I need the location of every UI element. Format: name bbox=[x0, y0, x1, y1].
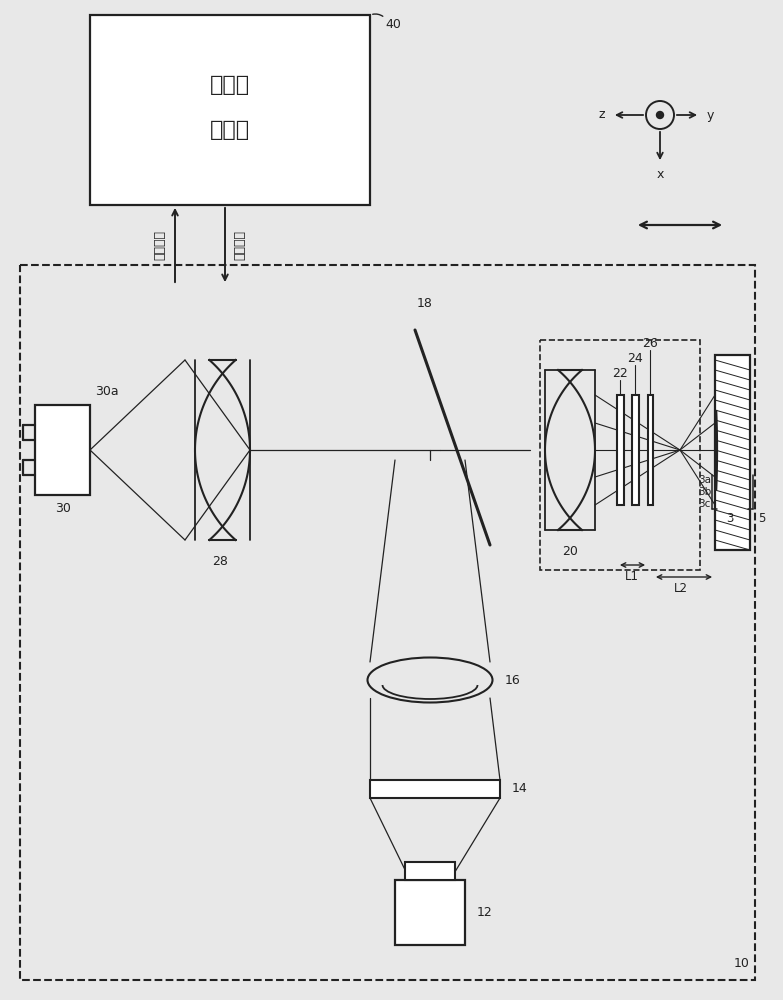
Text: 计算机: 计算机 bbox=[210, 120, 250, 140]
Text: 20: 20 bbox=[562, 545, 578, 558]
Text: 12: 12 bbox=[477, 906, 493, 918]
Bar bbox=[648, 395, 653, 505]
Text: 图像信号: 图像信号 bbox=[153, 230, 167, 260]
Bar bbox=[35, 405, 90, 495]
Text: 26: 26 bbox=[642, 337, 658, 350]
Text: L2: L2 bbox=[674, 582, 688, 595]
Text: 40: 40 bbox=[385, 18, 401, 31]
Text: 3c: 3c bbox=[698, 499, 711, 509]
Text: 3b: 3b bbox=[698, 487, 711, 497]
Text: 30: 30 bbox=[55, 502, 71, 515]
Text: 28: 28 bbox=[212, 555, 228, 568]
Text: L1: L1 bbox=[625, 570, 639, 584]
Text: 驱动信号: 驱动信号 bbox=[233, 230, 247, 260]
Bar bbox=[370, 780, 500, 798]
Bar bbox=[90, 15, 370, 205]
Bar bbox=[540, 340, 700, 570]
Text: 14: 14 bbox=[512, 782, 528, 796]
Text: 18: 18 bbox=[417, 297, 433, 310]
Text: 控制用: 控制用 bbox=[210, 75, 250, 95]
Circle shape bbox=[656, 111, 663, 118]
Bar bbox=[405, 862, 455, 880]
Text: 24: 24 bbox=[627, 352, 643, 365]
Text: 22: 22 bbox=[612, 367, 628, 380]
Bar bbox=[632, 395, 639, 505]
Text: 3a: 3a bbox=[698, 475, 711, 485]
Bar bbox=[617, 395, 624, 505]
Text: 30a: 30a bbox=[95, 385, 119, 398]
Bar bbox=[20, 265, 755, 980]
Bar bbox=[395, 880, 465, 945]
Text: 3: 3 bbox=[727, 512, 734, 525]
Text: 10: 10 bbox=[734, 957, 750, 970]
Text: 5: 5 bbox=[758, 512, 766, 525]
Text: y: y bbox=[706, 108, 713, 121]
Text: 16: 16 bbox=[505, 674, 521, 686]
Text: z: z bbox=[599, 108, 605, 121]
Bar bbox=[715, 355, 750, 550]
Text: x: x bbox=[656, 168, 664, 182]
